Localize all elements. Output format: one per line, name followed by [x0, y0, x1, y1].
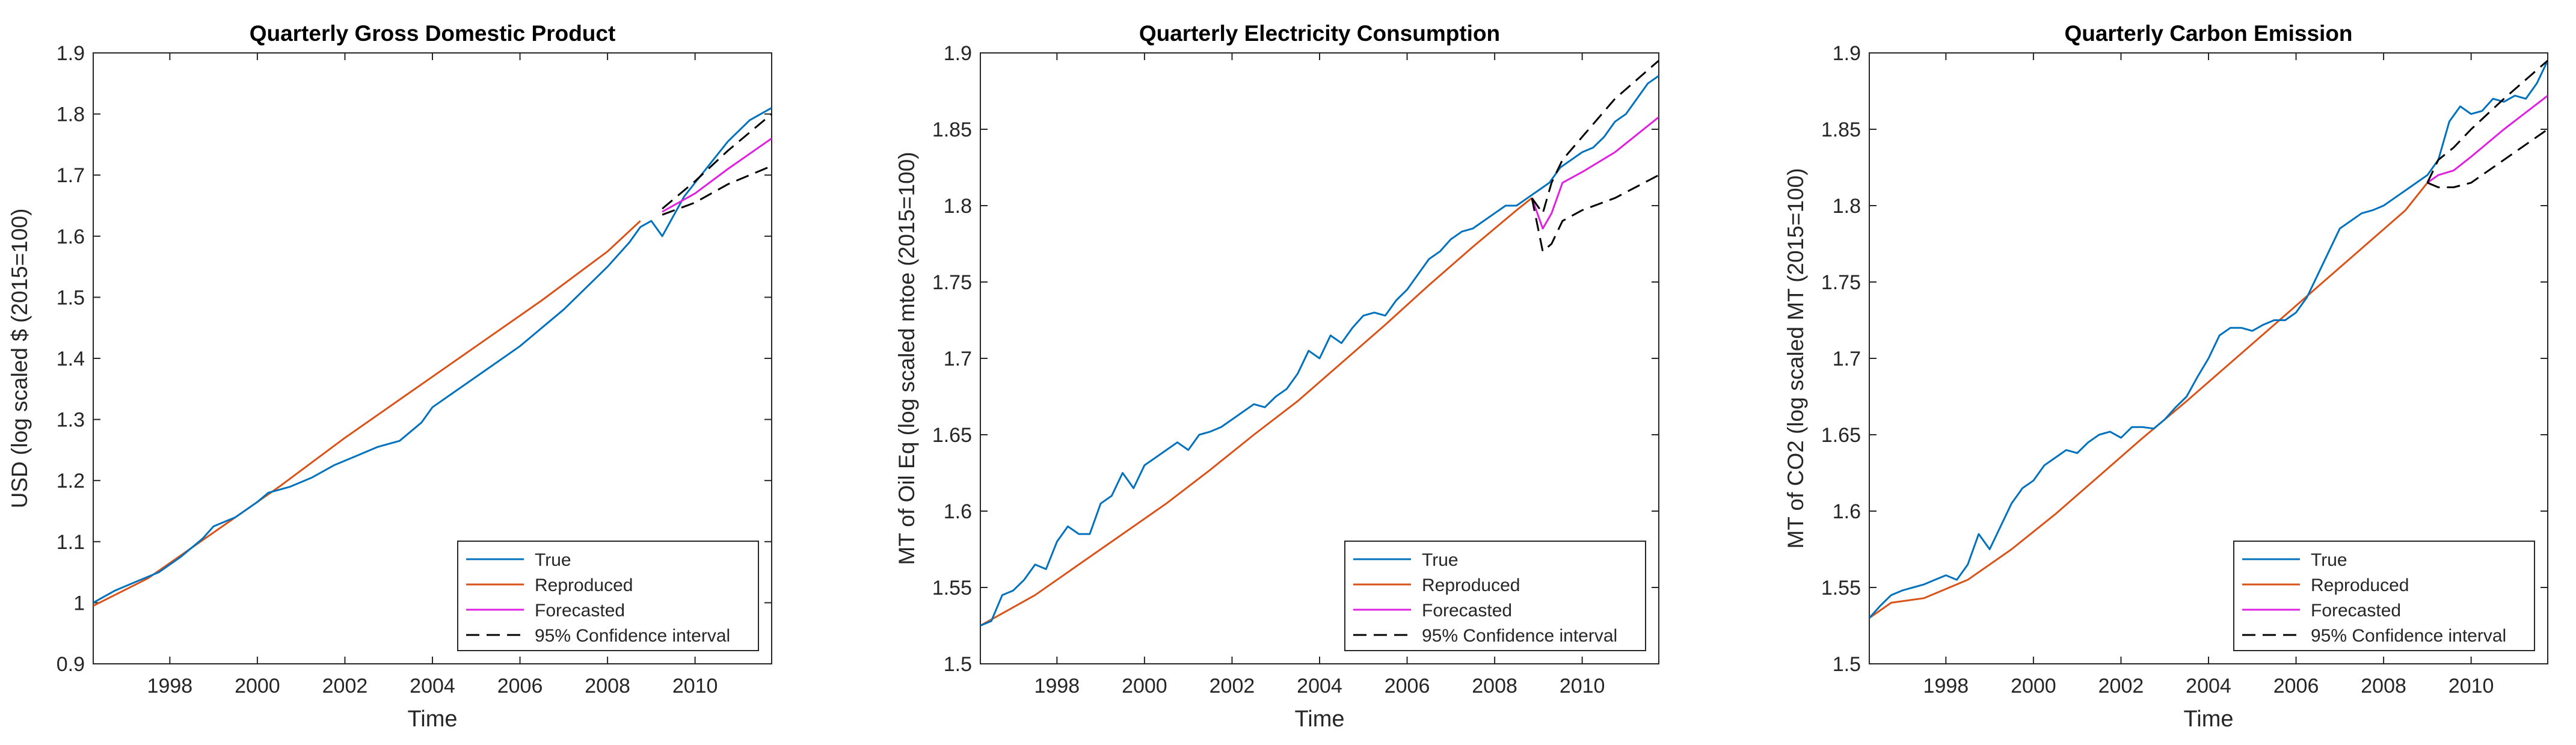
x-tick-label: 2008	[2361, 675, 2406, 697]
y-tick-label: 1.75	[932, 271, 972, 294]
legend: True Reproduced Forecasted 95% Confidence i…	[457, 541, 759, 651]
y-tick-label: 1.6	[1833, 500, 1861, 523]
y-tick-label: 1.55	[1821, 577, 1861, 599]
y-tick-label: 1.9	[1833, 42, 1861, 65]
y-tick-label: 1.3	[57, 409, 85, 432]
x-axis-label: Time	[407, 707, 457, 732]
legend-label: 95% Confidence interval	[535, 626, 730, 646]
x-tick-label: 2004	[1297, 675, 1342, 697]
x-tick-label: 1998	[1034, 675, 1080, 697]
series-forecasted	[2427, 94, 2548, 184]
x-tick-label: 2000	[1122, 675, 1167, 697]
chart-title: Quarterly Carbon Emission	[2064, 21, 2352, 46]
y-tick-label: 1.4	[57, 348, 85, 370]
series-true	[1869, 60, 2548, 619]
y-tick-label: 1.9	[57, 42, 85, 65]
x-tick-label: 2006	[1385, 675, 1430, 697]
legend: True Reproduced Forecasted 95% Confidence i…	[1344, 541, 1646, 651]
y-tick-label: 1.8	[57, 103, 85, 126]
y-tick-label: 1.85	[1821, 118, 1861, 141]
legend: True Reproduced Forecasted 95% Confidence i…	[2233, 541, 2535, 651]
y-tick-label: 1.2	[57, 470, 85, 492]
x-tick-label: 2002	[2098, 675, 2144, 697]
y-tick-label: 1.65	[932, 424, 972, 447]
legend-label: Forecasted	[2311, 601, 2401, 621]
y-tick-label: 1.9	[944, 42, 972, 65]
x-tick-label: 1998	[147, 675, 193, 697]
y-axis-label: USD (log scaled $ (2015=100)	[7, 209, 32, 509]
x-tick-label: 2006	[497, 675, 543, 697]
x-axis-label: Time	[1294, 707, 1344, 732]
x-tick-label: 2010	[1560, 675, 1605, 697]
y-tick-label: 1.55	[932, 577, 972, 599]
series-forecasted	[662, 137, 772, 213]
y-tick-label: 1.5	[57, 286, 85, 309]
y-tick-label: 1	[73, 592, 85, 615]
x-tick-label: 2006	[2273, 675, 2319, 697]
legend-label: Reproduced	[1422, 575, 1520, 595]
x-tick-label: 2010	[2448, 675, 2494, 697]
x-axis-label: Time	[2183, 707, 2233, 732]
x-tick-label: 2002	[322, 675, 368, 697]
chart-panel-2: 1.5 1.55 1.6 1.65 1.7 1.75 1.8 1.85 1.9 1998 2000 2…	[894, 21, 1659, 732]
legend-label: Forecasted	[535, 601, 625, 621]
legend-label: 95% Confidence interval	[2311, 626, 2506, 646]
series-ci-upper	[662, 113, 772, 210]
y-tick-label: 0.9	[57, 653, 85, 676]
x-tick-label: 2008	[585, 675, 630, 697]
legend-label: True	[2311, 550, 2347, 570]
series-true	[980, 75, 1659, 627]
x-tick-label: 2010	[672, 675, 718, 697]
series-true	[93, 107, 772, 604]
series-reproduced	[980, 197, 1532, 627]
chart-title: Quarterly Electricity Consumption	[1139, 21, 1500, 46]
y-axis-label: MT of Oil Eq (log scaled mtoe (2015=100)	[894, 152, 919, 565]
legend-label: Forecasted	[1422, 601, 1512, 621]
series-forecasted	[1531, 116, 1659, 230]
legend-label: 95% Confidence interval	[1422, 626, 1617, 646]
series-ci-lower	[2427, 128, 2548, 188]
x-tick-label: 2004	[410, 675, 455, 697]
chart-panel-3: 1.5 1.55 1.6 1.65 1.7 1.75 1.8 1.85 1.9 1998 2000 2…	[1783, 21, 2548, 732]
x-tick-label: 1998	[1923, 675, 1969, 697]
series-ci-lower	[1531, 174, 1659, 253]
series-ci-upper	[2426, 60, 2548, 183]
series-ci-lower	[662, 165, 772, 216]
x-tick-label: 2002	[1210, 675, 1255, 697]
y-tick-label: 1.1	[57, 531, 85, 554]
y-tick-label: 1.6	[944, 500, 972, 523]
legend-label: True	[1422, 550, 1459, 570]
y-tick-label: 1.7	[944, 348, 972, 370]
y-tick-label: 1.8	[1833, 195, 1861, 218]
x-tick-label: 2004	[2186, 675, 2231, 697]
y-tick-label: 1.85	[932, 118, 972, 141]
y-axis-label: MT of CO2 (log scaled MT (2015=100)	[1783, 168, 1808, 548]
y-tick-label: 1.8	[944, 195, 972, 218]
chart-panel-1: 0.9 1 1.1 1.2 1.3 1.4 1.5 1.6 1.7 1.8 1.9 1998 2000 2…	[7, 21, 772, 732]
x-tick-label: 2000	[235, 675, 280, 697]
x-tick-label: 2008	[1472, 675, 1517, 697]
y-tick-label: 1.7	[1833, 348, 1861, 370]
legend-label: True	[535, 550, 571, 570]
y-tick-label: 1.5	[944, 653, 972, 676]
x-tick-label: 2000	[2011, 675, 2056, 697]
y-tick-label: 1.5	[1833, 653, 1861, 676]
y-tick-label: 1.65	[1821, 424, 1861, 447]
y-tick-label: 1.7	[57, 164, 85, 187]
series-reproduced	[1869, 182, 2429, 619]
legend-label: Reproduced	[535, 575, 633, 595]
chart-title: Quarterly Gross Domestic Product	[250, 21, 616, 46]
legend-label: Reproduced	[2311, 575, 2409, 595]
y-tick-label: 1.6	[57, 225, 85, 248]
series-reproduced	[93, 220, 641, 607]
y-tick-label: 1.75	[1821, 271, 1861, 294]
